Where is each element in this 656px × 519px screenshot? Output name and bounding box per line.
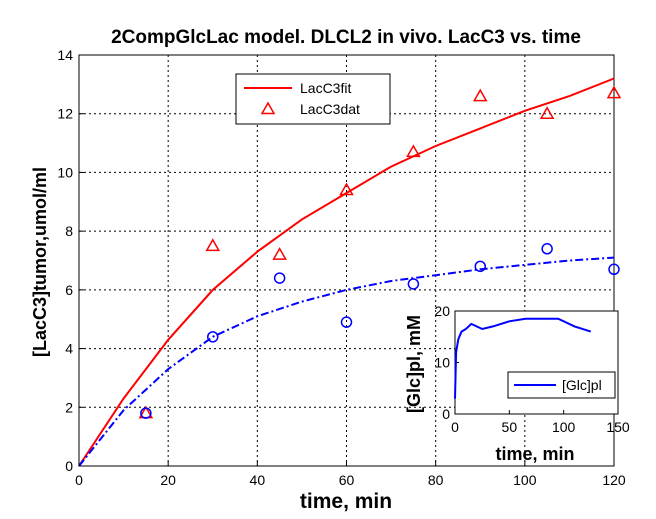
x-tick-label: 100 (513, 472, 537, 488)
inset-y-tick-label: 10 (434, 355, 450, 371)
y-tick-label: 0 (65, 458, 73, 474)
lacc3dat-marker (606, 85, 622, 99)
main-legend: LacC3fit LacC3dat (235, 73, 391, 125)
second-data-marker (140, 407, 152, 419)
y-tick-label: 12 (57, 106, 73, 122)
inset-x-tick-label: 0 (451, 419, 459, 435)
y-tick-label: 6 (65, 282, 73, 298)
second-data-marker (474, 260, 486, 273)
x-tick-label: 40 (250, 472, 266, 488)
y-tick-label: 4 (65, 341, 73, 357)
inset-frame (454, 310, 619, 415)
glcpl-line (454, 317, 592, 399)
second-data-marker (340, 316, 353, 328)
second-data-marker (207, 331, 219, 343)
y-tick-label: 8 (65, 223, 73, 239)
inset-legend: [Glc]pl (507, 371, 616, 399)
y-tick-label: 14 (57, 47, 73, 63)
inset-y-axis-label: [Glc]pl, mM (404, 315, 424, 413)
x-tick-label: 80 (428, 472, 444, 488)
chart-title: 2CompGlcLac model. DLCL2 in vivo. LacC3 … (111, 27, 581, 48)
second-fit-line (78, 256, 615, 467)
second-data-marker (541, 243, 553, 255)
legend-label-lacc3fit: LacC3fit (300, 80, 351, 96)
main-legend-box (235, 73, 391, 125)
inset-ticks: 0 50 100 150 0 10 20 (434, 303, 629, 435)
inset-y-tick-label: 0 (442, 406, 450, 422)
legend-label-lacc3dat: LacC3dat (300, 101, 360, 117)
lacc3dat-marker (272, 247, 287, 260)
x-tick-label: 120 (602, 472, 626, 488)
inset-plot-area (454, 317, 592, 399)
lacc3dat-marker (472, 88, 488, 102)
lacc3dat-marker (339, 182, 354, 196)
lacc3dat-marker (205, 238, 221, 252)
second-data-marker (608, 263, 620, 276)
inset-x-tick-label: 150 (606, 419, 630, 435)
lacc3dat-marker (539, 106, 555, 119)
inset-x-axis-label: time, min (495, 444, 574, 464)
inset-x-tick-label: 50 (502, 419, 518, 435)
legend-swatch-lacc3dat (260, 101, 276, 115)
y-tick-label: 2 (65, 399, 73, 415)
x-axis-label: time, min (300, 490, 392, 513)
legend-label-glcpl: [Glc]pl (562, 377, 602, 393)
lacc3fit-line (78, 77, 615, 467)
main-plot-area (78, 77, 622, 467)
second-data-marker (273, 272, 286, 284)
second-data-marker (407, 278, 420, 290)
inset-chart: 0 50 100 150 0 10 20 [Glc]pl time, min [Glc]pl… (404, 303, 630, 464)
inset-x-tick-label: 100 (552, 419, 576, 435)
y-axis-label: [LacC3]tumor,umol/ml (30, 167, 50, 357)
inset-y-tick-label: 20 (434, 303, 450, 319)
lacc3dat-marker (406, 144, 421, 158)
y-tick-label: 10 (57, 164, 73, 180)
x-tick-label: 0 (75, 472, 83, 488)
x-tick-label: 60 (339, 472, 355, 488)
x-tick-label: 20 (160, 472, 176, 488)
